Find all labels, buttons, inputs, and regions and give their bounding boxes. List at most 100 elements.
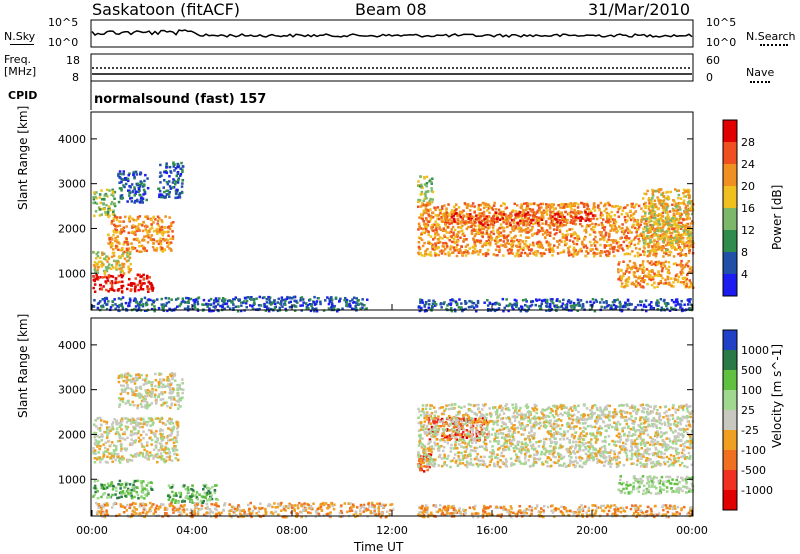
freq-tick-top: 18 — [66, 54, 80, 67]
xtick-label: 12:00 — [376, 524, 408, 537]
velocity-panel-echo-region-1 — [167, 483, 219, 504]
colorbar-segment — [723, 330, 737, 351]
colorbar-segment — [723, 230, 737, 253]
colorbar-tick-label: -500 — [741, 464, 766, 477]
freq-label-1: Freq. — [4, 53, 32, 66]
colorbar-tick-label: -25 — [741, 424, 759, 437]
freq-panel — [90, 53, 694, 82]
date-title: 31/Mar/2010 — [588, 0, 691, 19]
ytick-label: 3000 — [58, 384, 86, 397]
power-colorbar: 4 8 12 16 20 24 28 — [722, 119, 755, 297]
ytick-label: 2000 — [58, 428, 86, 441]
nsky-tick-bottom: 10^0 — [48, 36, 79, 49]
velocity-panel-echo-region-0 — [92, 479, 154, 500]
xtick-label: 04:00 — [176, 524, 208, 537]
power-panel-echo-region-11 — [617, 259, 695, 289]
colorbar-tick-label: -100 — [741, 444, 766, 457]
power-panel-echo-region-0 — [92, 273, 155, 294]
power-panel-echo-region-6 — [92, 295, 369, 313]
nave-tick-bottom: 0 — [706, 71, 713, 84]
nsky-panel — [90, 19, 694, 48]
colorbar-tick-label: -1000 — [741, 484, 773, 497]
nsky-tick-top: 10^5 — [48, 16, 79, 29]
colorbar-tick-label: 4 — [741, 268, 748, 281]
ytick-label: 3000 — [58, 178, 86, 191]
ytick-label: 2000 — [58, 222, 86, 235]
colorbar-tick-label: 500 — [741, 364, 762, 377]
colorbar-tick-label: 20 — [741, 180, 755, 193]
beam-title: Beam 08 — [355, 0, 427, 19]
cpid-label: CPID — [8, 89, 38, 102]
nsearch-line-key — [760, 44, 788, 46]
ytick-label: 1000 — [58, 473, 86, 486]
colorbar-segment — [723, 164, 737, 187]
power-panel-echo-region-4 — [117, 170, 150, 204]
power-panel-echo-region-10 — [642, 188, 695, 254]
velocity-frame — [90, 317, 694, 517]
freq-tick-bottom: 8 — [72, 71, 79, 84]
colorbar-segment — [723, 186, 737, 209]
colorbar-segment — [723, 390, 737, 411]
power-colorbar-label: Power [dB] — [770, 184, 784, 250]
colorbar-tick-label: 100 — [741, 384, 762, 397]
power-panel-echo-region-2 — [107, 215, 175, 254]
power-panel-echo-region-5 — [157, 161, 185, 200]
colorbar-tick-label: 8 — [741, 246, 748, 259]
colorbar-tick-label: 16 — [741, 202, 755, 215]
colorbar-tick-label: 1000 — [741, 344, 769, 357]
power-panel-echo-region-3 — [92, 188, 117, 218]
nave-line-key — [750, 81, 770, 83]
power-panel-echo-region-1 — [92, 250, 132, 275]
colorbar-segment — [723, 208, 737, 231]
colorbar-segment — [723, 370, 737, 391]
velocity-panel-echo-region-3 — [117, 372, 185, 410]
xtick-label: 08:00 — [276, 524, 308, 537]
velocity-panel-echo-region-7 — [417, 403, 695, 469]
nave-tick-top: 60 — [706, 54, 720, 67]
freq-label-2: [MHz] — [4, 65, 37, 78]
colorbar-tick-label: 25 — [741, 404, 755, 417]
colorbar-tick-label: 24 — [741, 158, 755, 171]
colorbar-segment — [723, 490, 737, 511]
ytick-label: 4000 — [58, 339, 86, 352]
velocity-colorbar-label: Velocity [m s^-1] — [770, 343, 784, 448]
nsearch-tick-top: 10^5 — [706, 16, 737, 29]
velocity-panel-echo-region-8 — [617, 475, 695, 496]
cpid-text: normalsound (fast) 157 — [94, 92, 267, 107]
axes: 1000 2000 3000 4000 1000 2000 3000 4000 00:00 04:… — [58, 133, 708, 537]
colorbar-segment — [723, 450, 737, 471]
velocity-panel-echo-region-2 — [92, 416, 180, 464]
power-frame — [90, 111, 694, 311]
colorbar-segment — [723, 274, 737, 297]
colorbar-segment — [723, 142, 737, 165]
nsearch-tick-bottom: 10^0 — [706, 36, 737, 49]
colorbar-segment — [723, 252, 737, 275]
power-panel-echo-region-8 — [443, 210, 595, 227]
velocity-ylabel: Slant Range [km] — [16, 313, 30, 418]
power-ylabel: Slant Range [km] — [16, 105, 30, 210]
nsky-line-key — [10, 44, 34, 45]
nave-label: Nave — [746, 66, 775, 79]
xtick-label: 16:00 — [476, 524, 508, 537]
ytick-label: 4000 — [58, 133, 86, 146]
station-title: Saskatoon (fitACF) — [92, 0, 241, 19]
power-panel-echo-region-12 — [417, 297, 694, 313]
colorbar-segment — [723, 120, 737, 143]
x-axis-label: Time UT — [354, 540, 404, 554]
xtick-label: 00:00 — [676, 524, 708, 537]
xtick-label: 00:00 — [76, 524, 108, 537]
colorbar-tick-label: 28 — [741, 136, 755, 149]
nsearch-label: N.Search — [746, 30, 796, 43]
velocity-colorbar: 1000 500 100 25 -25 -100 -500 -1000 — [722, 329, 773, 511]
colorbar-segment — [723, 430, 737, 451]
velocity-heatmap-plot — [92, 372, 695, 519]
nsky-trace — [91, 29, 693, 38]
power-heatmap-plot — [92, 161, 695, 313]
colorbar-frame — [722, 119, 738, 297]
colorbar-frame — [722, 329, 738, 511]
nsky-label: N.Sky — [4, 30, 36, 43]
colorbar-tick-label: 12 — [741, 224, 755, 237]
colorbar-segment — [723, 350, 737, 371]
xtick-label: 20:00 — [576, 524, 608, 537]
